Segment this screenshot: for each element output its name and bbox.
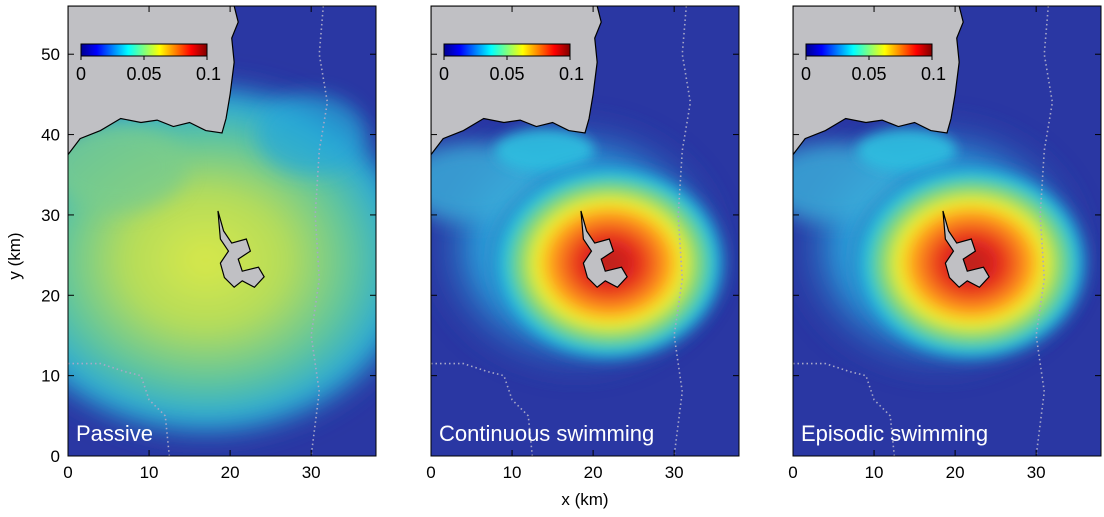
panel-episodic-swimming: 0 10 20 30 0 0.05 0.1 Episodic swimming bbox=[788, 5, 1102, 482]
x-tick-label: 0 bbox=[63, 463, 72, 482]
island-land bbox=[580, 210, 628, 289]
panel-label: Continuous swimming bbox=[439, 421, 654, 446]
x-tick-label: 10 bbox=[503, 463, 522, 482]
x-tick-label: 20 bbox=[946, 463, 965, 482]
panel-label: Episodic swimming bbox=[801, 421, 988, 446]
depth-contour bbox=[1035, 6, 1054, 456]
y-tick-label: 40 bbox=[41, 126, 60, 145]
colorbar-tick-label: 0.1 bbox=[921, 64, 946, 84]
concentration-coastal-band bbox=[494, 128, 595, 173]
depth-contour bbox=[310, 6, 329, 456]
x-axis-label: x (km) bbox=[561, 490, 608, 509]
panel-continuous-swimming: 0 10 20 30 0 0.05 0.1 Continuous swimming bbox=[426, 5, 740, 482]
heatmap-field bbox=[68, 6, 376, 456]
island-land bbox=[217, 210, 265, 289]
axes-frame bbox=[792, 5, 1102, 457]
axes-frame bbox=[67, 5, 377, 457]
depth-contour bbox=[431, 362, 534, 456]
colorbar-tick-label: 0.1 bbox=[196, 64, 221, 84]
x-tick-label: 30 bbox=[302, 463, 321, 482]
y-axis-label: y (km) bbox=[5, 232, 24, 279]
depth-contour bbox=[793, 362, 896, 456]
panel-label: Passive bbox=[76, 421, 153, 446]
x-tick-label: 10 bbox=[140, 463, 159, 482]
x-tick-label: 20 bbox=[221, 463, 240, 482]
colorbar bbox=[443, 43, 571, 57]
concentration-plume-northeast bbox=[256, 94, 367, 175]
colorbar-tick-label: 0 bbox=[439, 64, 449, 84]
depth-contour bbox=[673, 6, 692, 456]
panel-passive: 0 10 20 30 0 10 20 30 40 50 0 0.05 0.1 Passive bbox=[41, 5, 377, 482]
x-tick-label: 20 bbox=[584, 463, 603, 482]
island-land bbox=[942, 210, 990, 289]
x-tick-label: 30 bbox=[665, 463, 684, 482]
depth-contour bbox=[68, 362, 171, 456]
concentration-plume bbox=[846, 158, 1097, 369]
concentration-plume bbox=[484, 158, 735, 369]
colorbar bbox=[805, 43, 933, 57]
concentration-coastal-band bbox=[856, 128, 957, 173]
y-tick-label: 0 bbox=[51, 447, 60, 466]
x-tick-label: 30 bbox=[1027, 463, 1046, 482]
y-tick-label: 30 bbox=[41, 206, 60, 225]
y-tick-label: 20 bbox=[41, 286, 60, 305]
colorbar-tick-label: 0.05 bbox=[126, 64, 161, 84]
x-tick-label: 0 bbox=[426, 463, 435, 482]
colorbar-tick-label: 0.1 bbox=[559, 64, 584, 84]
y-tick-label: 50 bbox=[41, 45, 60, 64]
coast-land bbox=[431, 6, 602, 156]
colorbar bbox=[80, 43, 208, 57]
colorbar-tick-label: 0 bbox=[76, 64, 86, 84]
colorbar-tick-label: 0.05 bbox=[489, 64, 524, 84]
axes-frame bbox=[430, 5, 740, 457]
colorbar-tick-label: 0.05 bbox=[851, 64, 886, 84]
concentration-plume-coastal bbox=[68, 121, 187, 212]
x-tick-label: 0 bbox=[788, 463, 797, 482]
heatmap-field bbox=[431, 6, 739, 456]
coast-land bbox=[68, 6, 239, 156]
coast-land bbox=[793, 6, 964, 156]
y-tick-label: 10 bbox=[41, 367, 60, 386]
x-tick-label: 10 bbox=[865, 463, 884, 482]
colorbar-tick-label: 0 bbox=[801, 64, 811, 84]
heatmap-field bbox=[793, 6, 1101, 456]
